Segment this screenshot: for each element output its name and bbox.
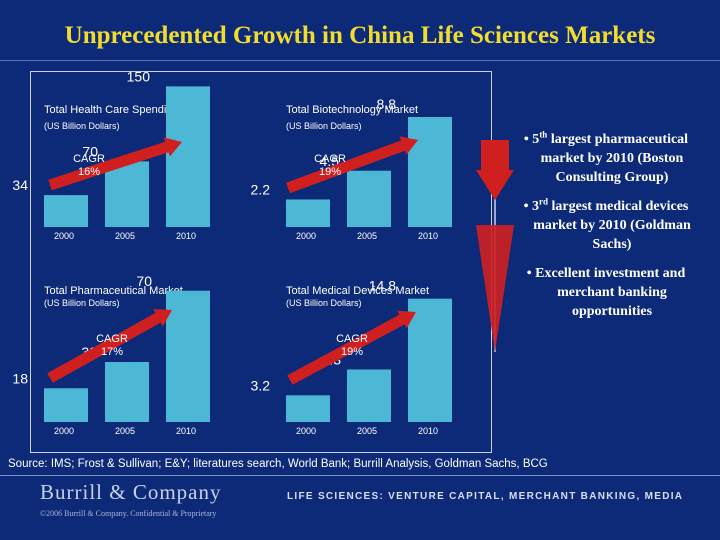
cagr-rate-biotech: 19% [319,166,341,178]
bar-health-care-2010 [166,86,210,227]
tick-label-devices-2010: 2010 [418,426,438,436]
tick-label-biotech-2000: 2000 [296,231,316,241]
value-label-pharma-2000: 18 [12,370,28,386]
tagline: LIFE SCIENCES: VENTURE CAPITAL, MERCHANT… [287,491,684,502]
chart-unit-devices: (US Billion Dollars) [286,298,362,308]
chart-title-health-care: Total Health Care Spending [44,104,179,116]
brand-logo: Burrill & Company [40,480,222,504]
bar-pharma-2010 [166,290,210,422]
tick-label-devices-2000: 2000 [296,426,316,436]
copyright-note: ©2006 Burrill & Company. Confidential & … [40,509,217,518]
chart-unit-health-care: (US Billion Dollars) [44,121,120,131]
bar-pharma-2005 [105,362,149,422]
chart-unit-pharma: (US Billion Dollars) [44,298,120,308]
slide-title: Unprecedented Growth in China Life Scien… [64,22,656,49]
bar-biotech-2005 [347,170,391,227]
tick-label-health-care-2010: 2010 [176,231,196,241]
source-note: Source: IMS; Frost & Sullivan; E&Y; lite… [8,458,548,470]
bullet-devices-rank: • 3rd largest medical devices market by … [523,196,691,252]
charts-area: Total Health Care Spending (US Billion Do… [12,68,514,436]
tick-label-devices-2005: 2005 [357,426,377,436]
bar-biotech-2000 [286,199,330,227]
tick-label-pharma-2010: 2010 [176,426,196,436]
tick-label-biotech-2005: 2005 [357,231,377,241]
cagr-label-devices: CAGR [336,333,368,345]
tick-label-biotech-2010: 2010 [418,231,438,241]
tick-label-health-care-2000: 2000 [54,231,74,241]
title-divider [0,60,720,61]
chart-title-biotech: Total Biotechnology Market [286,104,418,116]
value-label-devices-2010: 14.8 [369,278,396,294]
chart-title-devices: Total Medical Devices Market [286,285,429,297]
cagr-label-biotech: CAGR [314,153,346,165]
cagr-rate-health-care: 16% [78,166,100,178]
cagr-arrow-biotech [286,136,418,194]
chart-unit-biotech: (US Billion Dollars) [286,121,362,131]
value-label-biotech-2005: 4.5 [320,153,340,169]
chart-title-pharma: Total Pharmaceutical Market [44,285,183,297]
funnel-arrow [476,225,514,352]
bar-health-care-2000 [44,195,88,227]
value-label-pharma-2010: 70 [136,273,152,289]
bar-health-care-2005 [105,161,149,227]
cagr-rate-devices: 19% [341,346,363,358]
cagr-arrow-pharma [47,309,172,383]
cagr-label-pharma: CAGR [96,333,128,345]
bullet-list: • 5th largest pharmaceutical market by 2… [516,130,696,331]
cagr-label-health-care: CAGR [73,153,105,165]
cagr-arrow-health-care [48,137,182,191]
tick-label-health-care-2005: 2005 [115,231,135,241]
bullet-investment: • Excellent investment and merchant bank… [526,266,686,319]
value-label-health-care-2000: 34 [12,177,28,193]
value-label-biotech-2010: 8.8 [377,96,397,112]
cagr-arrow-devices [287,310,416,385]
value-label-biotech-2000: 2.2 [251,182,271,198]
footer-divider [0,475,720,476]
cagr-rate-pharma: 17% [101,346,123,358]
tick-label-pharma-2005: 2005 [115,426,135,436]
down-arrow [476,140,514,200]
bar-devices-2000 [286,395,330,422]
value-label-health-care-2005: 70 [82,143,98,159]
value-label-devices-2000: 3.2 [251,377,271,393]
bar-pharma-2000 [44,388,88,422]
bar-devices-2010 [408,298,452,422]
value-label-health-care-2010: 150 [127,68,151,84]
bar-devices-2005 [347,369,391,422]
bullet-pharma-rank: • 5th largest pharmaceutical market by 2… [523,129,689,185]
bar-biotech-2010 [408,117,452,227]
tick-label-pharma-2000: 2000 [54,426,74,436]
